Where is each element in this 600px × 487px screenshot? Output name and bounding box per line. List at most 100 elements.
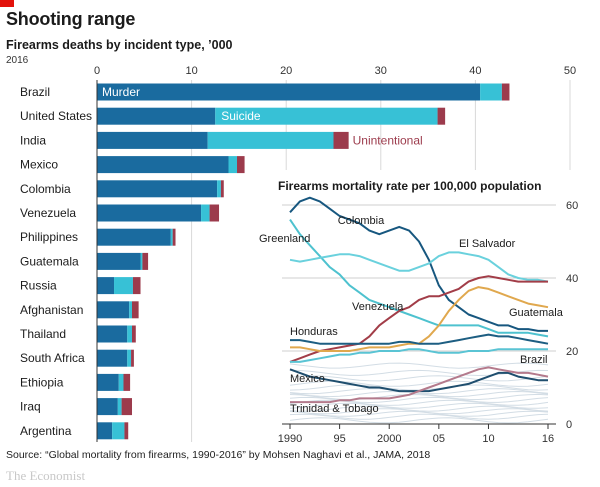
line-y-tick-label: 0 [566,419,572,431]
bar-segment-suicide [228,156,238,174]
bar-category-label: United States [20,109,92,123]
series-label-murder: Murder [102,85,140,99]
bar-segment-unintentional [142,252,149,270]
bar-chart-title: Firearms deaths by incident type, ’000 [6,38,233,52]
line-series-label: Trinidad & Tobago [290,403,379,415]
bar-category-label: India [20,133,46,147]
series-label-unintentional: Unintentional [353,133,423,147]
background-country-line [289,384,549,391]
bar-segment-suicide [217,180,221,198]
bar-category-label: Mexico [20,158,58,172]
background-country-line [289,396,549,404]
bar-segment-suicide [215,107,438,125]
line-series-el-salvador [289,251,549,283]
bar-category-label: Iraq [20,400,41,414]
line-series-label: Colombia [338,215,385,227]
line-x-tick-label: 1990 [278,433,302,445]
bar-category-label: Afghanistan [20,303,83,317]
line-chart-title: Firearms mortality rate per 100,000 popu… [278,179,541,193]
bar-segment-murder [97,398,118,416]
line-y-tick-label: 60 [566,200,578,212]
background-country-line [289,405,549,412]
bar-x-tick-label: 0 [94,65,100,77]
line-x-tick-label: 2000 [377,433,401,445]
chart-title: Shooting range [6,9,136,29]
line-series-label: Greenland [259,233,310,245]
line-series-label: El Salvador [459,238,516,250]
bar-segment-suicide [480,83,502,101]
background-country-line [289,388,549,395]
bar-segment-unintentional [437,107,446,125]
bar-category-label: Venezuela [20,206,76,220]
bar-segment-murder [97,228,171,246]
bar-segment-murder [97,301,130,319]
bar-segment-suicide [127,325,133,343]
line-series-label: Honduras [290,326,338,338]
line-series-greenland [289,219,549,338]
background-country-line [289,362,549,369]
source-note: Source: “Global mortality from firearms,… [6,449,431,461]
line-series-label: Brazil [520,354,548,366]
bar-segment-murder [97,131,208,149]
background-country-line [289,399,549,406]
bar-segment-murder [97,83,481,101]
bar-segment-suicide [207,131,334,149]
line-series-colombia [289,196,548,332]
bar-category-label: Guatemala [20,254,79,268]
bar-segment-murder [97,373,119,391]
bar-segment-unintentional [123,373,131,391]
bar-segment-unintentional [172,228,176,246]
bar-segment-suicide [127,349,132,367]
bar-category-label: Brazil [20,85,50,99]
line-series-label: Mexico [290,373,325,385]
line-y-tick-label: 20 [566,346,578,358]
bar-category-label: Colombia [20,182,71,196]
line-y-tick-label: 40 [566,273,578,285]
bar-x-tick-label: 50 [564,65,576,77]
bar-segment-suicide [117,398,122,416]
line-series-trinidad-tobago [290,366,549,404]
bar-segment-suicide [112,422,125,440]
series-label-suicide: Suicide [221,109,261,123]
bar-segment-unintentional [501,83,510,101]
bar-segment-murder [97,349,128,367]
bar-segment-unintentional [237,156,245,174]
bar-category-label: Ethiopia [20,375,64,389]
line-series-honduras [290,333,549,345]
bar-segment-unintentional [121,398,133,416]
bar-segment-unintentional [132,277,141,295]
bar-segment-unintentional [209,204,220,222]
bar-segment-unintentional [124,422,129,440]
bar-segment-murder [97,252,141,270]
line-x-tick-label: 16 [542,433,554,445]
bar-segment-suicide [170,228,173,246]
bar-category-label: Russia [20,279,57,293]
brand-logo: The Economist [6,468,86,483]
bar-category-label: Thailand [20,327,66,341]
bar-segment-murder [97,277,115,295]
background-country-line [289,413,549,420]
bar-segment-murder [97,180,218,198]
bar-x-tick-label: 40 [469,65,481,77]
bar-segment-suicide [118,373,124,391]
background-country-line [289,402,549,409]
bar-segment-unintentional [132,301,139,319]
background-country-line [289,393,549,401]
brand-tag [0,0,14,7]
bar-segment-unintentional [333,131,349,149]
bar-segment-suicide [114,277,133,295]
bar-chart-year: 2016 [6,55,29,66]
bar-segment-unintentional [132,325,136,343]
line-x-tick-label: 10 [482,433,494,445]
bar-segment-murder [97,204,202,222]
bar-segment-unintentional [131,349,134,367]
bar-category-label: South Africa [20,351,85,365]
bar-segment-murder [97,422,113,440]
line-x-tick-label: 05 [433,433,445,445]
bar-category-label: Philippines [20,230,78,244]
bar-segment-unintentional [220,180,224,198]
line-series-label: Guatemala [509,307,564,319]
background-country-line [289,375,549,382]
bar-segment-murder [97,156,229,174]
